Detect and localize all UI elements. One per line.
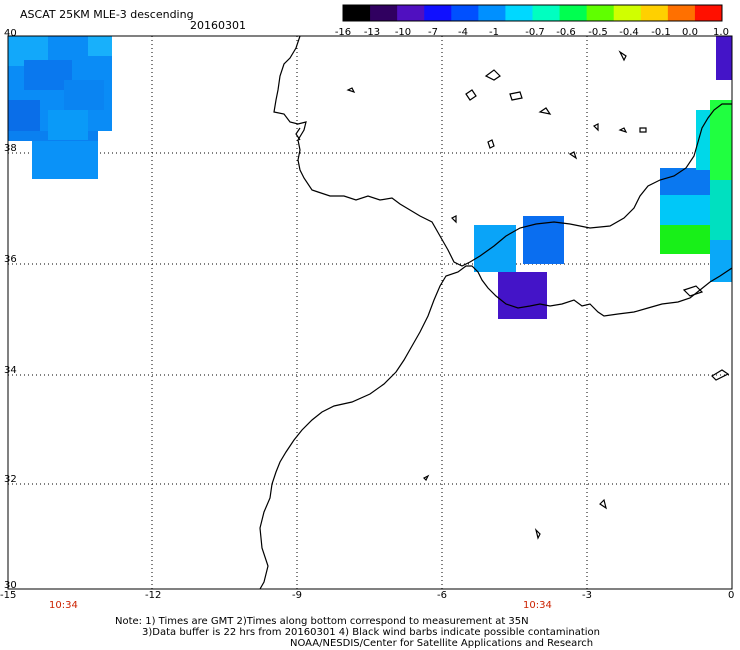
swath-northwest — [8, 36, 112, 179]
swath-gibraltar-light — [474, 225, 516, 272]
island — [711, 369, 730, 381]
graticule — [8, 36, 732, 589]
colorbar-label: -16 — [334, 27, 352, 38]
note-line-3: NOAA/NESDIS/Center for Satellite Applica… — [290, 638, 594, 649]
swath-cell — [88, 36, 112, 56]
colorbar-label: -0.7 — [525, 27, 545, 38]
island — [568, 151, 578, 160]
colorbar-label: -1 — [489, 27, 499, 38]
island — [592, 123, 599, 132]
swath-cell — [48, 110, 88, 140]
colorbar-segment — [397, 5, 425, 21]
colorbar-segment — [613, 5, 642, 21]
colorbar-segment — [451, 5, 479, 21]
note-line-2: 3)Data buffer is 22 hrs from 20160301 4)… — [142, 627, 600, 638]
colorbar-label: -0.5 — [588, 27, 608, 38]
swath-alboran-purple — [498, 272, 547, 319]
lon-label: -6 — [437, 590, 447, 601]
island — [509, 91, 523, 101]
time-left: 10:34 — [49, 600, 78, 611]
colorbar-label: -10 — [394, 27, 412, 38]
island — [346, 87, 356, 94]
island — [682, 285, 704, 297]
swath-cell — [660, 225, 710, 254]
island — [422, 474, 430, 482]
map-title: ASCAT 25KM MLE-3 descending — [20, 8, 194, 21]
colorbar-border — [342, 4, 723, 22]
colorbar-label: 0.0 — [682, 27, 698, 38]
lat-label: 36 — [4, 254, 17, 265]
coastline-north-africa — [259, 265, 733, 590]
colorbar-segment — [640, 5, 669, 21]
island — [487, 139, 495, 149]
note-line-1: Note: 1) Times are GMT 2)Times along bot… — [115, 616, 529, 627]
swath-cell — [64, 80, 104, 110]
colorbar-segment — [559, 5, 588, 21]
lon-label: -9 — [292, 590, 302, 601]
coastline-iberia — [273, 35, 732, 267]
island — [450, 215, 457, 224]
colorbar-segment — [424, 5, 452, 21]
swath-gibraltar-blue — [523, 216, 564, 264]
swath-cell — [32, 141, 98, 179]
colorbar — [342, 4, 723, 22]
colorbar-label: -13 — [363, 27, 381, 38]
island — [484, 69, 501, 81]
island — [599, 498, 607, 510]
time-right: 10:34 — [523, 600, 552, 611]
colorbar-segment — [505, 5, 533, 21]
colorbar-label: -4 — [458, 27, 468, 38]
colorbar-segment — [667, 5, 696, 21]
swath-cell — [716, 36, 732, 80]
colorbar-segment — [586, 5, 615, 21]
colorbar-segment — [694, 5, 723, 21]
lon-label: -3 — [582, 590, 592, 601]
lon-label: 0 — [728, 590, 735, 601]
island — [465, 89, 477, 101]
plot-border — [7, 35, 733, 590]
swath-cell — [660, 195, 710, 225]
colorbar-label: -7 — [428, 27, 438, 38]
lat-label: 30 — [4, 580, 17, 591]
coastlines — [259, 35, 733, 590]
lon-label: -12 — [145, 590, 162, 601]
colorbar-label: -0.1 — [651, 27, 671, 38]
island — [618, 127, 628, 134]
swath-east — [660, 36, 732, 282]
island — [534, 528, 541, 540]
island — [538, 107, 552, 115]
island — [639, 127, 647, 133]
lon-label: -15 — [0, 590, 17, 601]
swath-cell — [710, 180, 732, 240]
swath-cell — [710, 100, 732, 180]
colorbar-segment — [370, 5, 398, 21]
colorbar-segment — [532, 5, 561, 21]
lat-label: 40 — [4, 28, 17, 39]
island — [618, 50, 627, 62]
lat-label: 38 — [4, 143, 17, 154]
swath-cell — [8, 100, 40, 131]
colorbar-label: -0.6 — [556, 27, 576, 38]
colorbar-segment — [478, 5, 506, 21]
plot-area — [8, 36, 732, 589]
lat-label: 34 — [4, 365, 17, 376]
wind-swaths — [8, 36, 732, 319]
colorbar-label: 1.0 — [713, 27, 729, 38]
colorbar-label: -0.4 — [619, 27, 639, 38]
colorbar-segment — [343, 5, 371, 21]
map-date: 20160301 — [190, 19, 246, 32]
lat-label: 32 — [4, 474, 17, 485]
coastline-detail — [295, 127, 301, 141]
